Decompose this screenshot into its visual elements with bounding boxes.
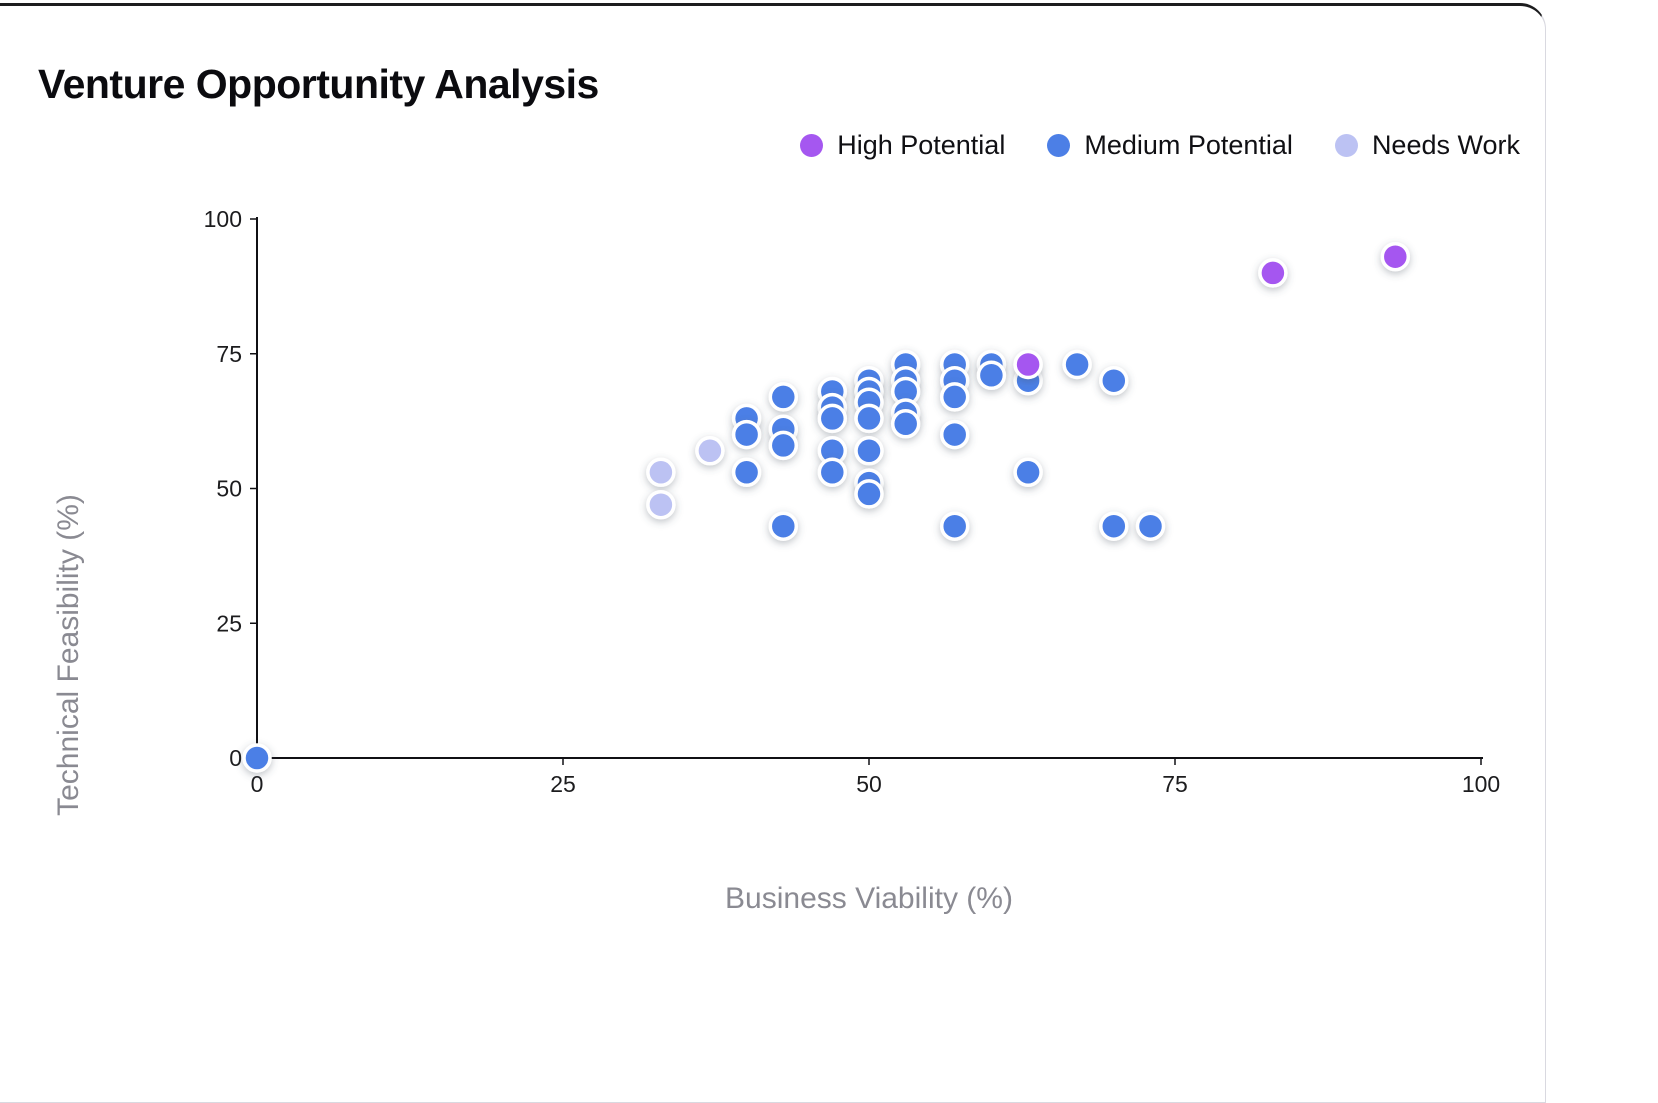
scatter-point[interactable] <box>1013 349 1043 380</box>
y-tick-label: 25 <box>216 610 242 636</box>
scatter-point[interactable] <box>939 419 970 450</box>
legend-dot-icon <box>1047 134 1071 157</box>
scatter-chart: 0 25 50 75 100 0 25 50 75 100 Business Viability (… <box>52 206 1500 915</box>
scatter-point[interactable] <box>1380 241 1411 272</box>
scatter-point[interactable] <box>646 457 676 488</box>
scatter-point[interactable] <box>768 382 799 412</box>
scatter-point[interactable] <box>939 511 970 541</box>
scatter-point[interactable] <box>1062 349 1092 380</box>
scatter-point[interactable] <box>242 743 272 773</box>
scatter-point[interactable] <box>731 419 762 450</box>
scatter-point[interactable] <box>695 436 725 466</box>
scatter-point[interactable] <box>854 479 884 509</box>
legend-item-high-potential[interactable]: High Potential <box>800 130 1005 161</box>
legend-dot-icon <box>800 134 824 157</box>
y-tick-label: 50 <box>216 476 242 502</box>
x-tick-label: 25 <box>550 771 576 797</box>
y-tick-label: 100 <box>204 206 242 232</box>
scatter-point[interactable] <box>890 409 921 439</box>
scatter-point[interactable] <box>646 489 676 520</box>
x-tick-label: 100 <box>1462 771 1500 797</box>
scatter-point[interactable] <box>1099 365 1129 396</box>
chart-title: Venture Opportunity Analysis <box>38 61 599 108</box>
scatter-point[interactable] <box>768 511 799 541</box>
x-axis-title: Business Viability (%) <box>725 882 1013 915</box>
legend-dot-icon <box>1334 134 1358 157</box>
x-tick-label: 75 <box>1162 771 1188 797</box>
scatter-point[interactable] <box>768 430 799 461</box>
x-tick-label: 0 <box>251 771 264 797</box>
scatter-point[interactable] <box>1135 511 1166 541</box>
legend-label: Needs Work <box>1371 130 1520 160</box>
scatter-point[interactable] <box>1258 258 1288 288</box>
scatter-point[interactable] <box>854 436 884 466</box>
scatter-point[interactable] <box>731 457 762 488</box>
scatter-point[interactable] <box>939 382 970 412</box>
legend-item-medium-potential[interactable]: Medium Potential <box>1047 130 1293 161</box>
chart-legend: High Potential Medium Potential Needs Work <box>760 130 1520 161</box>
y-tick-label: 0 <box>229 745 242 771</box>
scatter-point[interactable] <box>854 403 884 434</box>
legend-label: High Potential <box>837 130 1006 160</box>
scatter-point[interactable] <box>1013 457 1043 488</box>
legend-item-needs-work[interactable]: Needs Work <box>1334 130 1520 161</box>
y-tick-label: 75 <box>216 341 242 367</box>
y-axis-title: Technical Feasibility (%) <box>52 494 85 816</box>
legend-label: Medium Potential <box>1084 130 1293 160</box>
scatter-point[interactable] <box>817 457 848 488</box>
scatter-point[interactable] <box>817 403 848 434</box>
scatter-point[interactable] <box>976 360 1007 391</box>
x-tick-label: 50 <box>856 771 882 797</box>
scatter-point[interactable] <box>1099 511 1129 541</box>
